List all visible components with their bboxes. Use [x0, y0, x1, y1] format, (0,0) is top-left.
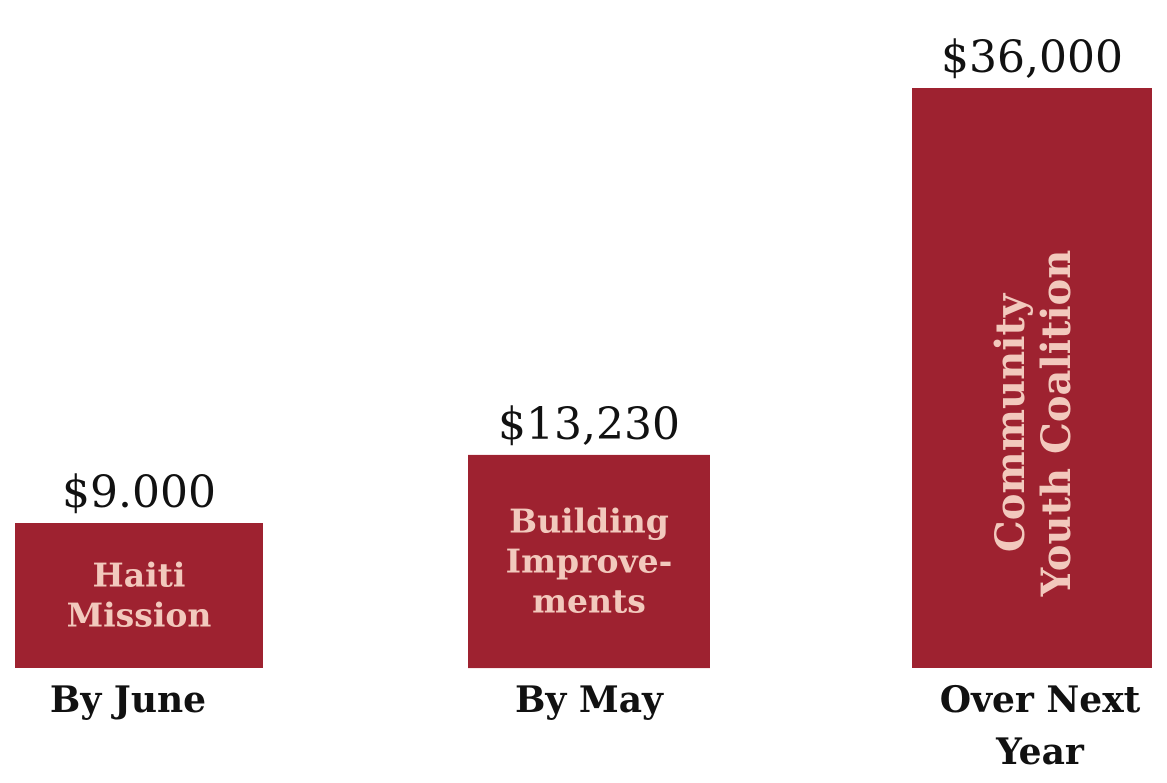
bar-inner-label-1: Haiti Mission [67, 556, 212, 635]
bar-inner-label-group-3: CommunityYouth Coalition [987, 250, 1080, 598]
bar-inner-label-2: Building Improve-ments [506, 502, 673, 621]
bar-3 [912, 88, 1152, 668]
category-label-2: By May [515, 679, 664, 721]
value-label-1: $9.000 [62, 467, 216, 518]
value-label-3: $36,000 [941, 32, 1123, 83]
bar-inner-labels-layer: Haiti Mission Building Improve-ments Communi… [67, 250, 1080, 635]
value-labels-layer: $9.000 $13,230 $36,000 [62, 32, 1123, 518]
bars-layer [15, 88, 1152, 669]
bar-1 [15, 523, 263, 668]
bar-inner-label-3: CommunityYouth Coalition [987, 250, 1080, 598]
value-label-2: $13,230 [498, 399, 680, 450]
category-labels-layer: By June By May Over Next Year [50, 679, 1141, 773]
bar-2 [468, 454, 710, 669]
category-label-3: Over Next Year [940, 679, 1141, 773]
category-label-1: By June [50, 679, 206, 721]
